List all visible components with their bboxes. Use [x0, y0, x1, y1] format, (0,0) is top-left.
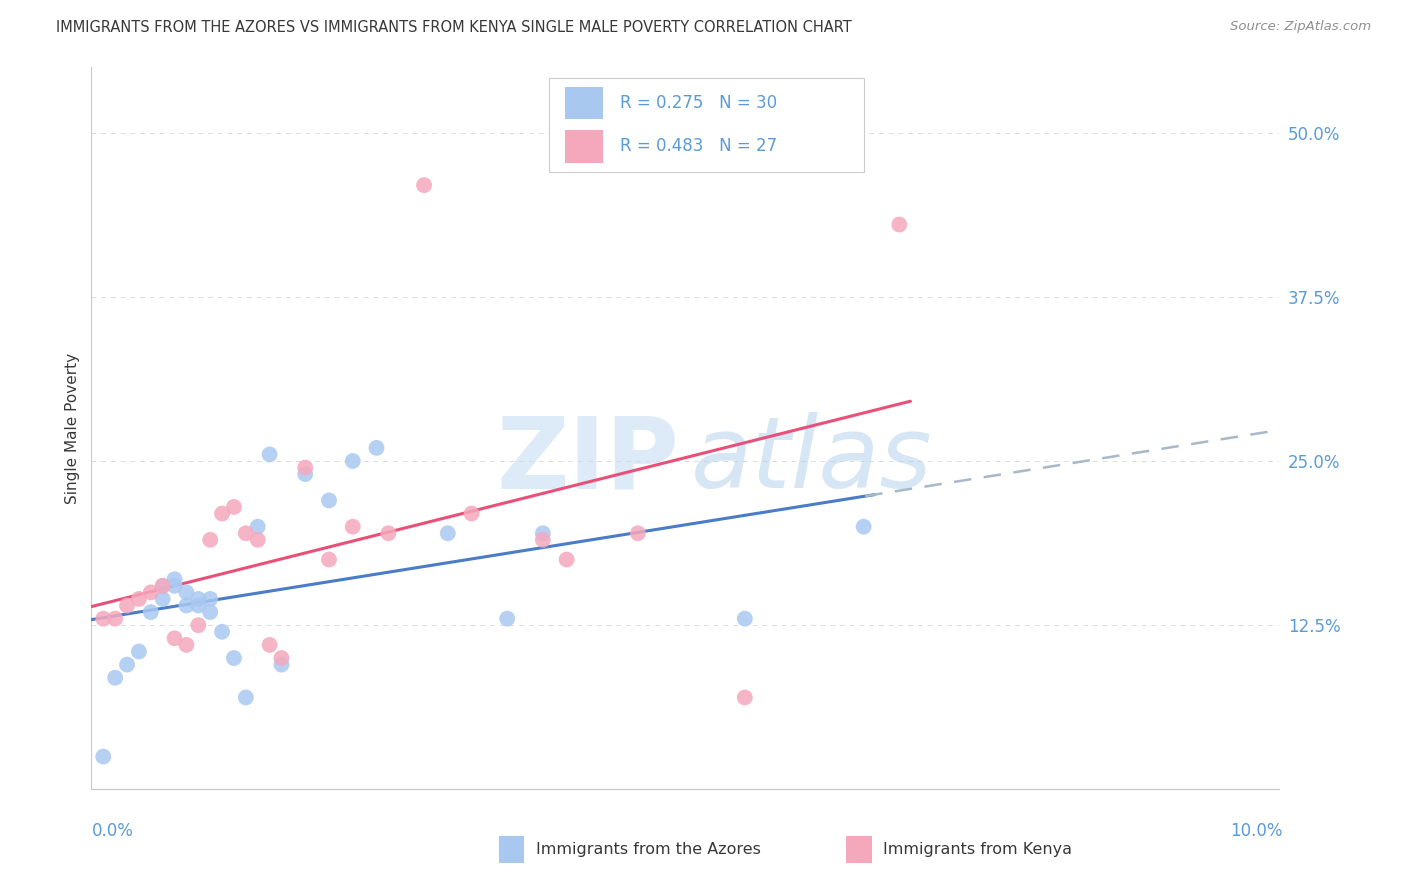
Point — [163, 579, 186, 593]
Text: R = 0.483   N = 27: R = 0.483 N = 27 — [620, 137, 778, 155]
Point — [377, 526, 399, 541]
Point — [270, 657, 292, 672]
Point — [496, 612, 519, 626]
Text: ZIP: ZIP — [496, 412, 679, 509]
Point — [176, 638, 198, 652]
Text: R = 0.275   N = 30: R = 0.275 N = 30 — [620, 94, 778, 112]
Point — [342, 454, 364, 468]
Text: Immigrants from Kenya: Immigrants from Kenya — [883, 842, 1071, 856]
Point — [211, 624, 233, 639]
Point — [555, 552, 578, 566]
Point — [235, 526, 257, 541]
Point — [176, 599, 198, 613]
Point — [531, 526, 554, 541]
Point — [104, 612, 127, 626]
Text: Immigrants from the Azores: Immigrants from the Azores — [536, 842, 761, 856]
Point — [115, 657, 138, 672]
Point — [318, 552, 340, 566]
Point — [152, 591, 174, 606]
Point — [294, 460, 316, 475]
Y-axis label: Single Male Poverty: Single Male Poverty — [65, 352, 80, 504]
Point — [436, 526, 458, 541]
Point — [259, 638, 281, 652]
Point — [187, 618, 209, 632]
Text: Source: ZipAtlas.com: Source: ZipAtlas.com — [1230, 20, 1371, 33]
Point — [200, 605, 222, 619]
Point — [627, 526, 650, 541]
Point — [222, 651, 245, 665]
Point — [115, 599, 138, 613]
Point — [294, 467, 316, 482]
Point — [413, 178, 436, 193]
Point — [889, 218, 911, 232]
Point — [235, 690, 257, 705]
Point — [104, 671, 127, 685]
Point — [342, 519, 364, 533]
Point — [200, 533, 222, 547]
Point — [211, 507, 233, 521]
Text: 0.0%: 0.0% — [91, 822, 134, 840]
Point — [531, 533, 554, 547]
Point — [734, 612, 756, 626]
Point — [200, 591, 222, 606]
Point — [128, 644, 150, 658]
Point — [246, 519, 269, 533]
Point — [246, 533, 269, 547]
Point — [187, 591, 209, 606]
Point — [163, 632, 186, 646]
Point — [91, 749, 114, 764]
FancyBboxPatch shape — [548, 78, 863, 171]
Point — [187, 599, 209, 613]
Point — [460, 507, 482, 521]
Text: 10.0%: 10.0% — [1230, 822, 1282, 840]
Point — [734, 690, 756, 705]
Point — [259, 447, 281, 461]
Point — [91, 612, 114, 626]
Point — [852, 519, 875, 533]
Text: atlas: atlas — [692, 412, 934, 509]
Text: IMMIGRANTS FROM THE AZORES VS IMMIGRANTS FROM KENYA SINGLE MALE POVERTY CORRELAT: IMMIGRANTS FROM THE AZORES VS IMMIGRANTS… — [56, 20, 852, 35]
Point — [222, 500, 245, 514]
Point — [176, 585, 198, 599]
Point — [318, 493, 340, 508]
FancyBboxPatch shape — [565, 87, 603, 120]
Point — [163, 572, 186, 586]
Point — [139, 585, 162, 599]
Point — [139, 605, 162, 619]
Point — [128, 591, 150, 606]
FancyBboxPatch shape — [565, 130, 603, 162]
Point — [366, 441, 388, 455]
Point — [152, 579, 174, 593]
Point — [152, 579, 174, 593]
Point — [270, 651, 292, 665]
